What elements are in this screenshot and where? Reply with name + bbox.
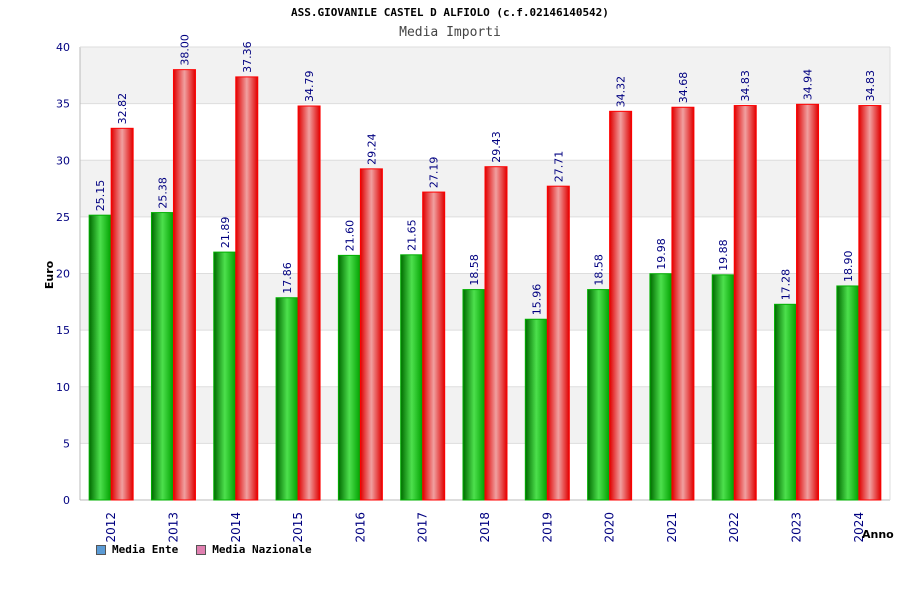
legend-label-media-nazionale: Media Nazionale: [212, 543, 312, 556]
x-tick-label: 2013: [166, 512, 180, 543]
bar-media-nazionale-2015: [297, 105, 321, 501]
x-tick-label: 2012: [104, 512, 118, 543]
data-label: 37.36: [241, 41, 254, 73]
data-label: 17.28: [780, 269, 793, 301]
data-label: 15.96: [530, 284, 543, 316]
x-tick-label: 2017: [416, 512, 430, 543]
data-label: 27.71: [552, 151, 565, 183]
bar-media-ente-2012: [88, 214, 112, 501]
bar-media-nazionale-2014: [235, 76, 259, 501]
bar-media-ente-2015: [275, 297, 299, 501]
bar-media-nazionale-2019: [546, 185, 570, 501]
y-tick-label: 25: [56, 211, 70, 224]
data-label: 34.68: [677, 72, 690, 104]
bar-media-nazionale-2023: [796, 103, 820, 501]
bar-media-nazionale-2020: [609, 110, 633, 501]
data-label: 27.19: [428, 157, 441, 189]
x-tick-label: 2021: [665, 512, 679, 543]
data-label: 21.60: [343, 220, 356, 252]
bar-media-nazionale-2024: [858, 105, 882, 501]
bar-media-ente-2014: [213, 251, 237, 501]
plot-band: [80, 103, 890, 161]
x-tick-label: 2024: [852, 512, 866, 543]
bar-media-nazionale-2017: [422, 191, 446, 501]
bar-media-nazionale-2012: [110, 127, 134, 501]
legend-item-media-nazionale: Media Nazionale: [196, 543, 312, 556]
chart-title: ASS.GIOVANILE CASTEL D ALFIOLO (c.f.0214…: [291, 6, 609, 19]
data-label: 34.94: [802, 69, 815, 101]
y-axis-label: Euro: [43, 260, 56, 289]
x-tick-label: 2022: [727, 512, 741, 543]
bar-media-nazionale-2018: [484, 166, 508, 501]
x-tick-label: 2014: [229, 512, 243, 543]
y-tick-label: 20: [56, 268, 70, 281]
legend-swatch-media-ente: [96, 544, 106, 555]
x-tick-label: 2020: [603, 512, 617, 543]
data-label: 17.86: [281, 262, 294, 294]
bar-media-ente-2020: [587, 289, 611, 501]
bar-media-ente-2017: [400, 254, 424, 501]
bar-media-nazionale-2021: [671, 106, 695, 501]
data-label: 38.00: [178, 34, 191, 66]
x-tick-label: 2018: [478, 512, 492, 543]
data-label: 29.24: [365, 133, 378, 165]
data-label: 19.98: [655, 238, 668, 270]
data-label: 18.58: [468, 254, 481, 286]
bar-media-ente-2021: [649, 273, 673, 501]
y-tick-label: 0: [63, 494, 70, 507]
y-tick-label: 5: [63, 437, 70, 450]
x-tick-label: 2015: [291, 512, 305, 543]
bar-media-ente-2016: [337, 254, 361, 501]
x-tick-label: 2023: [790, 512, 804, 543]
chart-subtitle: Media Importi: [399, 25, 501, 40]
legend-swatch-media-nazionale: [196, 544, 207, 555]
y-tick-label: 35: [56, 98, 70, 111]
data-label: 34.83: [864, 70, 877, 102]
legend: Media Ente Media Nazionale: [96, 543, 312, 556]
data-label: 18.58: [593, 254, 606, 286]
bar-media-nazionale-2016: [359, 168, 383, 501]
data-label: 25.38: [156, 177, 169, 209]
data-label: 25.15: [94, 180, 107, 211]
bar-media-ente-2019: [524, 318, 548, 501]
x-tick-label: 2019: [540, 512, 554, 543]
data-label: 34.79: [303, 71, 316, 103]
y-tick-label: 40: [56, 41, 70, 54]
data-label: 34.83: [739, 70, 752, 102]
bar-media-ente-2023: [774, 303, 798, 501]
data-label: 34.32: [615, 76, 628, 108]
bar-media-ente-2022: [711, 274, 735, 501]
data-label: 21.65: [406, 219, 419, 251]
bar-media-ente-2024: [836, 285, 860, 501]
y-tick-label: 30: [56, 154, 70, 167]
data-label: 18.90: [842, 250, 855, 282]
data-label: 19.88: [717, 239, 730, 271]
data-label: 32.82: [116, 93, 129, 124]
bar-media-nazionale-2022: [733, 105, 757, 501]
data-label: 29.43: [490, 131, 503, 163]
data-label: 21.89: [219, 217, 232, 249]
legend-item-media-ente: Media Ente: [96, 543, 178, 556]
bar-media-ente-2018: [462, 289, 486, 501]
bar-media-ente-2013: [150, 212, 174, 501]
bar-media-nazionale-2013: [172, 69, 196, 501]
plot-band: [80, 47, 890, 104]
x-axis-label: Anno: [862, 528, 894, 541]
y-tick-label: 10: [56, 381, 70, 394]
x-tick-label: 2016: [353, 512, 367, 543]
y-tick-label: 15: [56, 324, 70, 337]
legend-label-media-ente: Media Ente: [112, 543, 179, 556]
